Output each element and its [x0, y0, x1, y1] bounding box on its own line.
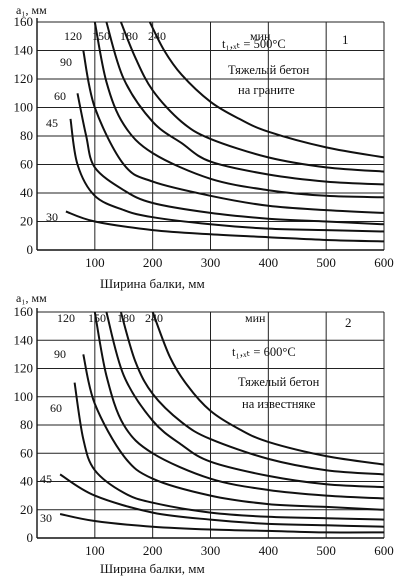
series-line-45 — [69, 118, 385, 233]
y-tick-label: 120 — [14, 361, 34, 376]
y-axis-label-1: a₁, мм — [16, 3, 47, 17]
y-tick-label: 160 — [14, 14, 34, 29]
series-line-30 — [59, 513, 385, 534]
y-tick-label: 100 — [14, 389, 34, 404]
series-label-150: 150 — [92, 29, 110, 43]
series-line-150 — [105, 21, 385, 186]
series-line-240 — [148, 21, 385, 159]
y-tick-label: 140 — [14, 332, 34, 347]
series-line-90 — [82, 50, 385, 214]
x-tick-label: 200 — [143, 255, 163, 270]
x-axis-label-2: Ширина балки, мм — [100, 561, 205, 576]
x-tick-label: 400 — [259, 255, 279, 270]
series-label-180: 180 — [117, 311, 135, 325]
chart-panel-1: a₁, мм Ширина балки, мм t₁,ₓₜ = 500°C Тя… — [14, 3, 394, 291]
x-tick-label: 400 — [259, 543, 279, 558]
series-label-180: 180 — [120, 29, 138, 43]
y-tick-label: 100 — [14, 100, 34, 115]
series-line-90 — [82, 354, 385, 511]
series-line-120 — [93, 21, 385, 199]
x-tick-label: 300 — [201, 543, 221, 558]
temperature-annotation-1: t₁,ₓₜ = 500°C — [222, 37, 286, 51]
series-label-45: 45 — [46, 116, 58, 130]
x-tick-label: 600 — [374, 255, 394, 270]
material-annotation-2-line1: Тяжелый бетон — [238, 375, 320, 389]
x-tick-label: 100 — [85, 543, 105, 558]
material-annotation-1-line1: Тяжелый бетон — [228, 63, 310, 77]
series-label-30: 30 — [46, 210, 58, 224]
series-label-120: 120 — [64, 29, 82, 43]
material-annotation-2-line2: на известняке — [242, 397, 316, 411]
series-label-60: 60 — [50, 401, 62, 415]
chart-panel-2: a₁, мм Ширина балки, мм t₁,ₓₜ = 600°C Тя… — [14, 291, 394, 576]
temperature-annotation-2: t₁,ₓₜ = 600°C — [232, 345, 296, 359]
series-line-150 — [105, 311, 385, 489]
x-axis-label-1: Ширина балки, мм — [100, 276, 205, 291]
series-line-30 — [65, 210, 385, 243]
x-tick-label: 500 — [316, 543, 336, 558]
y-tick-label: 40 — [20, 185, 33, 200]
x-tick-label: 100 — [85, 255, 105, 270]
series-label-45: 45 — [40, 472, 52, 486]
y-tick-label: 0 — [27, 530, 34, 545]
y-tick-label: 20 — [20, 214, 33, 229]
y-tick-label: 80 — [20, 128, 33, 143]
x-tick-label: 500 — [316, 255, 336, 270]
series-label-150: 150 — [88, 311, 106, 325]
unit-label-1: мин — [250, 29, 271, 43]
y-tick-label: 0 — [27, 242, 34, 257]
x-tick-label: 200 — [143, 543, 163, 558]
y-axis-label-2: a₁, мм — [16, 291, 47, 305]
x-tick-label: 600 — [374, 543, 394, 558]
series-line-45 — [59, 473, 385, 528]
material-annotation-1-line2: на граните — [238, 83, 295, 97]
series-line-60 — [73, 382, 385, 521]
series-label-240: 240 — [145, 311, 163, 325]
series-line-180 — [119, 311, 385, 476]
y-tick-label: 60 — [20, 157, 33, 172]
panel-number-2: 2 — [345, 315, 352, 330]
y-tick-label: 120 — [14, 71, 34, 86]
series-label-90: 90 — [54, 347, 66, 361]
series-line-120 — [93, 311, 385, 500]
series-label-90: 90 — [60, 55, 72, 69]
series-label-60: 60 — [54, 89, 66, 103]
series-label-240: 240 — [148, 29, 166, 43]
y-tick-label: 40 — [20, 474, 33, 489]
y-tick-label: 80 — [20, 417, 33, 432]
series-line-60 — [76, 93, 385, 226]
y-tick-label: 160 — [14, 304, 34, 319]
series-line-240 — [151, 311, 385, 466]
y-tick-label: 140 — [14, 43, 34, 58]
series-label-30: 30 — [40, 511, 52, 525]
y-tick-label: 20 — [20, 502, 33, 517]
unit-label-2: мин — [245, 311, 266, 325]
panel-number-1: 1 — [342, 32, 349, 47]
y-tick-label: 60 — [20, 445, 33, 460]
series-line-180 — [119, 21, 385, 173]
series-label-120: 120 — [57, 311, 75, 325]
x-tick-label: 300 — [201, 255, 221, 270]
